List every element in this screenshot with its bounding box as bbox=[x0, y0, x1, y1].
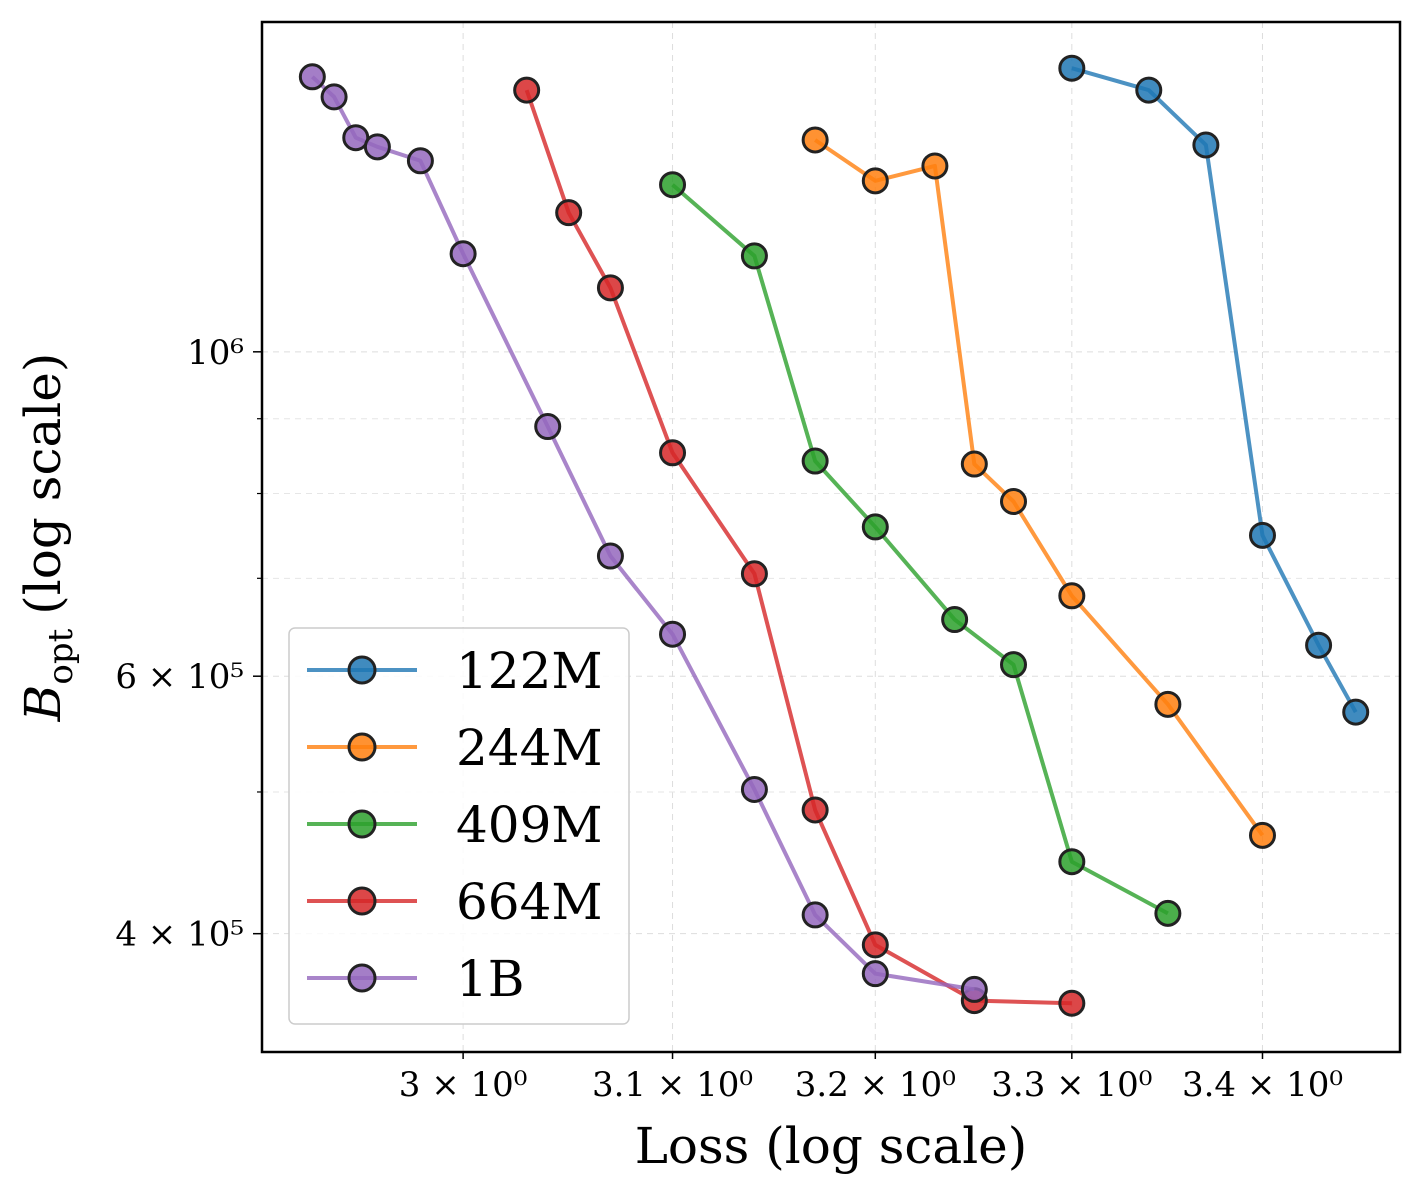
data-point-1B bbox=[861, 960, 889, 988]
legend-marker-122M bbox=[347, 655, 377, 685]
data-point-664M bbox=[801, 796, 829, 824]
y-tick-label: 6 × 10⁵ bbox=[115, 657, 244, 697]
data-point-122M bbox=[1058, 54, 1086, 82]
x-tick-label: 3 × 10⁰ bbox=[399, 1065, 528, 1105]
y-tick-label: 10⁶ bbox=[187, 333, 244, 373]
data-point-1B bbox=[740, 775, 768, 803]
legend-label: 1B bbox=[456, 950, 525, 1008]
data-point-664M bbox=[659, 439, 687, 467]
series-line-244M bbox=[814, 138, 1265, 837]
legend-marker-1B bbox=[347, 963, 377, 993]
x-tick-label: 3.3 × 10⁰ bbox=[991, 1065, 1152, 1105]
data-point-122M bbox=[1305, 631, 1333, 659]
ticks: 3 × 10⁰ 3.1 × 10⁰ 3.2 × 10⁰ 3.3 × 10⁰ 3.4 × … bbox=[115, 333, 1343, 1105]
data-point-409M bbox=[740, 242, 768, 270]
data-point-244M bbox=[921, 152, 949, 180]
data-point-664M bbox=[740, 560, 768, 588]
data-point-244M bbox=[1058, 582, 1086, 610]
data-point-122M bbox=[1248, 521, 1276, 549]
series-line-122M bbox=[1071, 66, 1358, 714]
legend-label: 664M bbox=[456, 873, 603, 931]
legend: 122M 244M 409M 664M 1B bbox=[288, 627, 630, 1025]
legend-label: 122M bbox=[456, 642, 603, 700]
plot-frame bbox=[260, 20, 1402, 1054]
data-point-1B bbox=[363, 133, 391, 161]
y-tick-label: 4 × 10⁵ bbox=[115, 915, 244, 955]
series-lines bbox=[298, 54, 1370, 1017]
data-point-664M bbox=[1058, 989, 1086, 1017]
data-point-409M bbox=[1000, 651, 1028, 679]
legend-label: 409M bbox=[456, 796, 603, 854]
data-point-1B bbox=[534, 413, 562, 441]
x-tick-label: 3.2 × 10⁰ bbox=[795, 1065, 956, 1105]
data-point-664M bbox=[513, 76, 541, 104]
data-point-664M bbox=[596, 274, 624, 302]
data-point-244M bbox=[1248, 821, 1276, 849]
data-point-409M bbox=[1154, 899, 1182, 927]
data-point-244M bbox=[801, 126, 829, 154]
data-point-1B bbox=[320, 83, 348, 111]
data-point-409M bbox=[861, 513, 889, 541]
data-point-1B bbox=[596, 542, 624, 570]
data-point-122M bbox=[1135, 76, 1163, 104]
data-point-409M bbox=[801, 447, 829, 475]
data-point-1B bbox=[298, 63, 326, 91]
data-point-122M bbox=[1342, 698, 1370, 726]
legend-marker-244M bbox=[347, 732, 377, 762]
data-point-122M bbox=[1192, 131, 1220, 159]
data-point-409M bbox=[941, 606, 969, 634]
data-point-244M bbox=[960, 450, 988, 478]
legend-marker-664M bbox=[347, 886, 377, 916]
data-point-1B bbox=[449, 240, 477, 268]
x-tick-label: 3.1 × 10⁰ bbox=[592, 1065, 753, 1105]
data-point-1B bbox=[801, 901, 829, 929]
y-axis-label: Bopt(log scale) bbox=[14, 353, 81, 723]
data-point-664M bbox=[555, 199, 583, 227]
data-point-409M bbox=[1058, 848, 1086, 876]
x-tick-label: 3.4 × 10⁰ bbox=[1182, 1065, 1343, 1105]
legend-label: 244M bbox=[456, 719, 603, 777]
data-point-1B bbox=[960, 975, 988, 1003]
x-axis-label: Loss (log scale) bbox=[635, 1117, 1028, 1175]
data-point-1B bbox=[406, 147, 434, 175]
data-point-1B bbox=[659, 620, 687, 648]
legend-marker-409M bbox=[347, 809, 377, 839]
data-point-664M bbox=[861, 931, 889, 959]
legend-box bbox=[288, 627, 630, 1025]
data-point-244M bbox=[1154, 690, 1182, 718]
data-point-409M bbox=[659, 171, 687, 199]
series-line-409M bbox=[671, 183, 1169, 916]
data-point-244M bbox=[1000, 488, 1028, 516]
data-point-244M bbox=[861, 167, 889, 195]
